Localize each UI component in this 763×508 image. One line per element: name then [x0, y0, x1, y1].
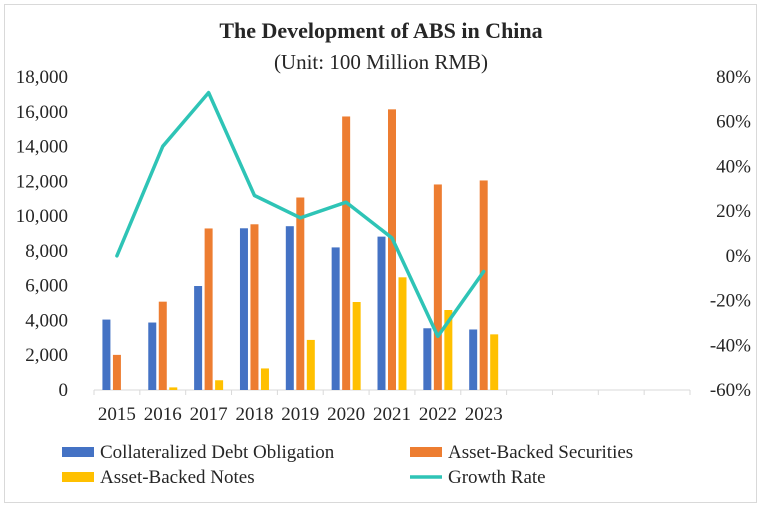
bar-asset-backed-securities-2020	[342, 116, 351, 390]
y-left-tick-label: 14,000	[16, 137, 68, 158]
bar-collateralized-debt-obligation-2018	[239, 228, 248, 390]
bar-collateralized-debt-obligation-2021	[377, 236, 386, 390]
legend-label-asset-backed-notes: Asset-Backed Notes	[100, 467, 255, 488]
bar-asset-backed-notes-2016	[169, 387, 178, 390]
bar-asset-backed-securities-2019	[296, 197, 305, 390]
y-right-tick-label: 20%	[716, 201, 751, 222]
bar-asset-backed-securities-2017	[204, 228, 213, 390]
x-tick-label: 2018	[235, 404, 273, 425]
bar-asset-backed-notes-2020	[352, 302, 361, 390]
x-tick-label: 2020	[327, 404, 365, 425]
y-left-tick-label: 10,000	[16, 206, 68, 227]
y-left-tick-label: 4,000	[25, 310, 68, 331]
x-tick-label: 2022	[419, 404, 457, 425]
y-right-tick-label: 40%	[716, 156, 751, 177]
growth-line-group	[115, 90, 486, 339]
bar-collateralized-debt-obligation-2016	[148, 322, 157, 390]
legend: Collateralized Debt Obligation Asset-Back…	[62, 442, 633, 488]
legend-label-collateralized-debt-obligation: Collateralized Debt Obligation	[100, 442, 335, 463]
bar-asset-backed-notes-2017	[215, 380, 224, 390]
legend-swatch-collateralized-debt-obligation	[62, 447, 94, 457]
y-left-tick-label: 12,000	[16, 171, 68, 192]
bar-asset-backed-securities-2021	[388, 109, 396, 391]
x-tick-label: 2015	[98, 404, 136, 425]
y-left-tick-label: 8,000	[25, 241, 68, 262]
bar-asset-backed-notes-2018	[260, 368, 269, 390]
x-tick-label: 2021	[373, 404, 411, 425]
y-left-tick-label: 6,000	[25, 276, 68, 297]
bar-asset-backed-notes-2022	[444, 310, 453, 390]
bar-collateralized-debt-obligation-2019	[285, 226, 294, 390]
bar-collateralized-debt-obligation-2017	[194, 286, 203, 390]
chart-title: The Development of ABS in China	[219, 18, 542, 43]
bars-group	[102, 109, 499, 391]
x-tick-label: 2016	[144, 404, 182, 425]
bar-asset-backed-securities-2015	[112, 354, 121, 390]
y-left-tick-label: 2,000	[25, 345, 68, 366]
bar-asset-backed-securities-2016	[158, 301, 167, 390]
bar-asset-backed-notes-2021	[398, 277, 407, 390]
legend-swatch-asset-backed-notes	[62, 472, 94, 482]
y-left-tick-label: 16,000	[16, 102, 68, 123]
y-left-tick-label: 0	[59, 380, 69, 401]
bar-asset-backed-securities-2022	[433, 184, 442, 390]
y-left-tick-label: 18,000	[16, 67, 68, 88]
bar-asset-backed-notes-2019	[306, 339, 315, 390]
legend-label-asset-backed-securities: Asset-Backed Securities	[448, 442, 633, 463]
bar-asset-backed-notes-2023	[490, 334, 499, 390]
axes: 0 2,000 4,000 6,000 8,000 10,000 12,000 14,000 1…	[16, 67, 751, 425]
x-tick-label: 2017	[190, 404, 228, 425]
bar-collateralized-debt-obligation-2015	[102, 319, 111, 390]
y-right-tick-label: -20%	[710, 291, 751, 312]
y-right-tick-label: 0%	[726, 246, 752, 267]
y-right-tick-label: 60%	[716, 112, 751, 133]
legend-label-growth-rate: Growth Rate	[448, 467, 546, 488]
bar-collateralized-debt-obligation-2020	[331, 247, 340, 390]
growth-rate-line	[115, 90, 486, 339]
y-right-tick-label: 80%	[716, 67, 751, 88]
bar-asset-backed-securities-2023	[479, 180, 488, 390]
legend-swatch-asset-backed-securities	[410, 447, 442, 457]
bar-collateralized-debt-obligation-2022	[423, 328, 432, 390]
y-right-tick-label: -40%	[710, 335, 751, 356]
x-tick-label: 2019	[281, 404, 319, 425]
y-right-tick-label: -60%	[710, 380, 751, 401]
bar-collateralized-debt-obligation-2023	[469, 329, 478, 390]
bar-asset-backed-securities-2018	[250, 224, 259, 390]
chart-subtitle: (Unit: 100 Million RMB)	[274, 50, 488, 74]
x-tick-label: 2023	[465, 404, 503, 425]
